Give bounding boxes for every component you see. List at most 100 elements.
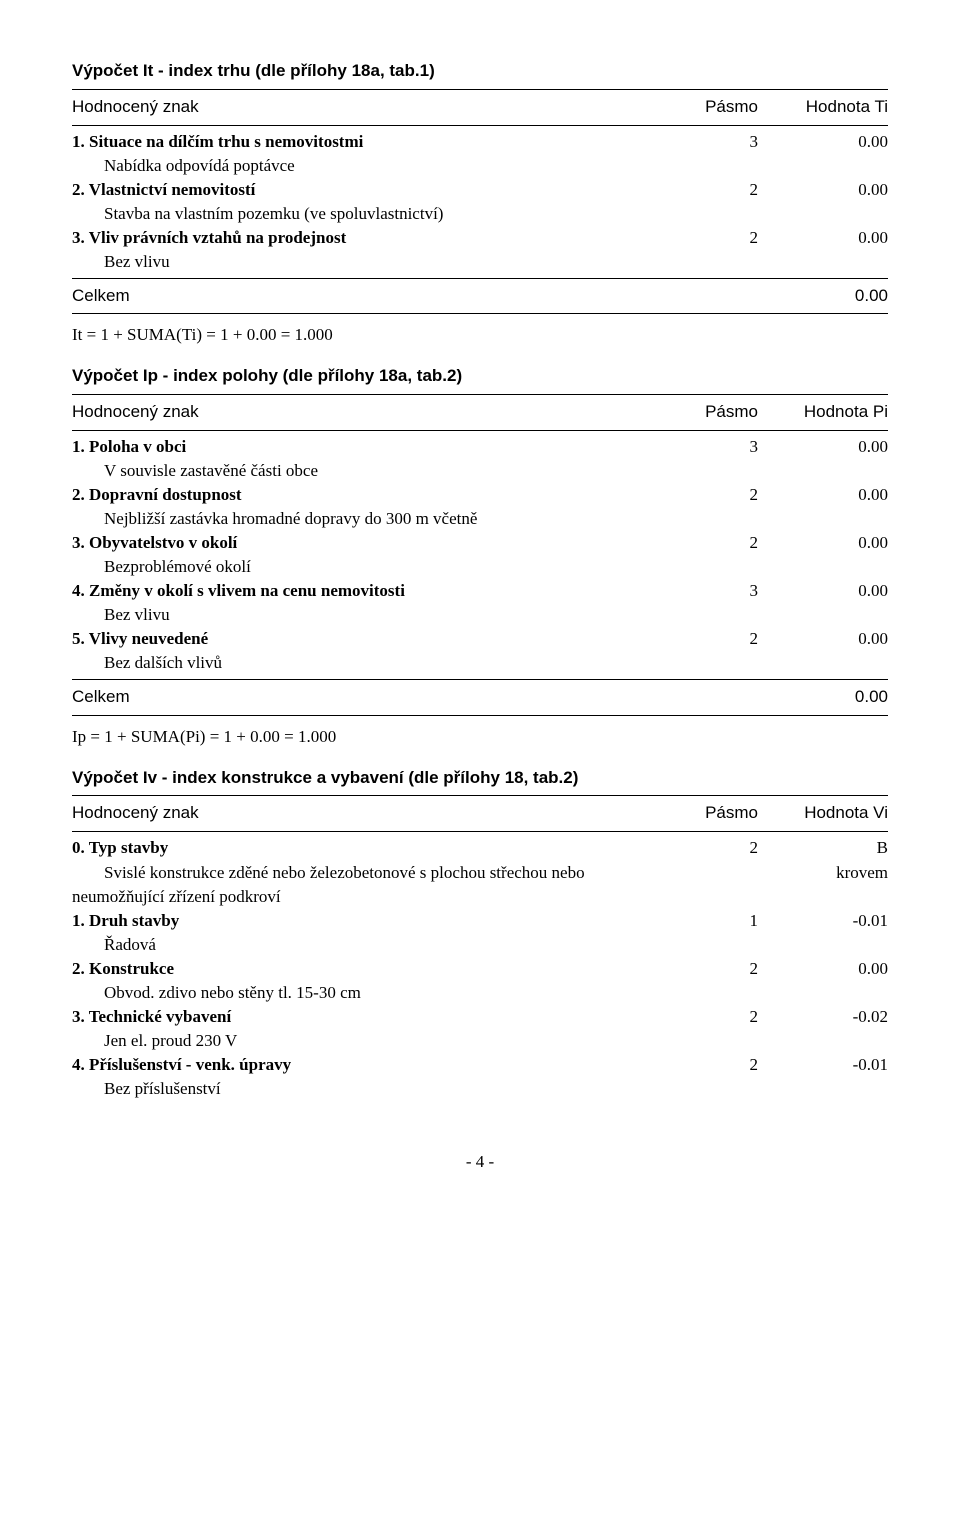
row-sub: Bezproblémové okolí [104, 556, 888, 579]
row-pasmo: 2 [628, 837, 758, 860]
row-sub-line2: neumožňující zřízení podkroví [72, 886, 888, 909]
divider [72, 715, 888, 716]
row-value: B [758, 837, 888, 860]
row-label: 2. Dopravní dostupnost [72, 484, 628, 507]
row-label: 2. Konstrukce [72, 958, 628, 981]
table-row: 3. Obyvatelstvo v okolí 2 0.00 [72, 531, 888, 556]
section3-heading: Výpočet Iv - index konstrukce a vybavení… [72, 767, 888, 790]
row-label: 1. Situace na dílčím trhu s nemovitostmi [72, 131, 628, 154]
row-pasmo: 2 [628, 1006, 758, 1029]
col-header: Pásmo [628, 401, 758, 424]
row-pasmo: 2 [628, 179, 758, 202]
table-row: 1. Poloha v obci 3 0.00 [72, 435, 888, 460]
table-row: 4. Změny v okolí s vlivem na cenu nemovi… [72, 579, 888, 604]
row-label: 1. Druh stavby [72, 910, 628, 933]
row-sub-last: krovem [758, 862, 888, 885]
row-pasmo: 2 [628, 1054, 758, 1077]
row-label: 0. Typ stavby [72, 837, 628, 860]
row-label: 5. Vlivy neuvedené [72, 628, 628, 651]
celkem-row: Celkem 0.00 [72, 684, 888, 711]
celkem-value: 0.00 [855, 686, 888, 709]
col-header: Hodnota Vi [758, 802, 888, 825]
row-pasmo: 2 [628, 532, 758, 555]
table-row: 0. Typ stavby 2 B [72, 836, 888, 861]
section2-heading: Výpočet Ip - index polohy (dle přílohy 1… [72, 365, 888, 388]
row-label: 3. Technické vybavení [72, 1006, 628, 1029]
formula: Ip = 1 + SUMA(Pi) = 1 + 0.00 = 1.000 [72, 726, 888, 749]
divider [72, 89, 888, 90]
row-pasmo: 3 [628, 436, 758, 459]
divider [72, 679, 888, 680]
col-header: Hodnocený znak [72, 802, 628, 825]
divider [72, 394, 888, 395]
row-pasmo: 2 [628, 958, 758, 981]
row-pasmo: 3 [628, 131, 758, 154]
col-header: Pásmo [628, 96, 758, 119]
row-value: -0.01 [758, 1054, 888, 1077]
row-pasmo: 2 [628, 484, 758, 507]
table-row: 2. Konstrukce 2 0.00 [72, 957, 888, 982]
row-pasmo: 2 [628, 628, 758, 651]
row-value: 0.00 [758, 131, 888, 154]
row-label: 3. Vliv právních vztahů na prodejnost [72, 227, 628, 250]
col-header: Hodnocený znak [72, 401, 628, 424]
row-value: 0.00 [758, 227, 888, 250]
row-pasmo: 2 [628, 227, 758, 250]
col-header: Hodnota Pi [758, 401, 888, 424]
page-number: - 4 - [72, 1151, 888, 1174]
section1-heading: Výpočet It - index trhu (dle přílohy 18a… [72, 60, 888, 83]
table-row: 3. Technické vybavení 2 -0.02 [72, 1005, 888, 1030]
celkem-label: Celkem [72, 686, 130, 709]
table-row: 2. Vlastnictví nemovitostí 2 0.00 [72, 178, 888, 203]
divider [72, 795, 888, 796]
row-sub: Jen el. proud 230 V [104, 1030, 888, 1053]
row-sub-justified: Svislé konstrukce zděné nebo železobeton… [72, 861, 888, 886]
row-value: 0.00 [758, 436, 888, 459]
row-pasmo: 3 [628, 580, 758, 603]
col-header: Pásmo [628, 802, 758, 825]
table-row: 1. Situace na dílčím trhu s nemovitostmi… [72, 130, 888, 155]
row-sub: Bez dalších vlivů [104, 652, 888, 675]
row-label: 4. Příslušenství - venk. úpravy [72, 1054, 628, 1077]
row-sub: Obvod. zdivo nebo stěny tl. 15-30 cm [104, 982, 888, 1005]
row-value: 0.00 [758, 958, 888, 981]
row-label: 2. Vlastnictví nemovitostí [72, 179, 628, 202]
divider [72, 278, 888, 279]
divider [72, 831, 888, 832]
row-value: -0.02 [758, 1006, 888, 1029]
celkem-row: Celkem 0.00 [72, 283, 888, 310]
row-sub-pre: Svislé konstrukce zděné nebo železobeton… [104, 862, 758, 885]
divider [72, 430, 888, 431]
divider [72, 313, 888, 314]
table-row: 2. Dopravní dostupnost 2 0.00 [72, 483, 888, 508]
celkem-label: Celkem [72, 285, 130, 308]
row-label: 4. Změny v okolí s vlivem na cenu nemovi… [72, 580, 628, 603]
row-label: 3. Obyvatelstvo v okolí [72, 532, 628, 555]
row-pasmo: 1 [628, 910, 758, 933]
row-sub: Nejbližší zastávka hromadné dopravy do 3… [104, 508, 888, 531]
col-header: Hodnocený znak [72, 96, 628, 119]
divider [72, 125, 888, 126]
row-value: -0.01 [758, 910, 888, 933]
col-header: Hodnota Ti [758, 96, 888, 119]
formula: It = 1 + SUMA(Ti) = 1 + 0.00 = 1.000 [72, 324, 888, 347]
celkem-value: 0.00 [855, 285, 888, 308]
row-sub: Nabídka odpovídá poptávce [104, 155, 888, 178]
row-value: 0.00 [758, 484, 888, 507]
section2-header: Hodnocený znak Pásmo Hodnota Pi [72, 399, 888, 426]
row-value: 0.00 [758, 580, 888, 603]
row-sub: Řadová [104, 934, 888, 957]
row-sub: Bez vlivu [104, 251, 888, 274]
row-sub: Stavba na vlastním pozemku (ve spoluvlas… [104, 203, 888, 226]
row-label: 1. Poloha v obci [72, 436, 628, 459]
row-sub: Bez příslušenství [104, 1078, 888, 1101]
row-value: 0.00 [758, 628, 888, 651]
row-value: 0.00 [758, 532, 888, 555]
row-sub: Bez vlivu [104, 604, 888, 627]
row-sub: V souvisle zastavěné části obce [104, 460, 888, 483]
section1-header: Hodnocený znak Pásmo Hodnota Ti [72, 94, 888, 121]
table-row: 3. Vliv právních vztahů na prodejnost 2 … [72, 226, 888, 251]
row-value: 0.00 [758, 179, 888, 202]
section3-header: Hodnocený znak Pásmo Hodnota Vi [72, 800, 888, 827]
table-row: 1. Druh stavby 1 -0.01 [72, 909, 888, 934]
